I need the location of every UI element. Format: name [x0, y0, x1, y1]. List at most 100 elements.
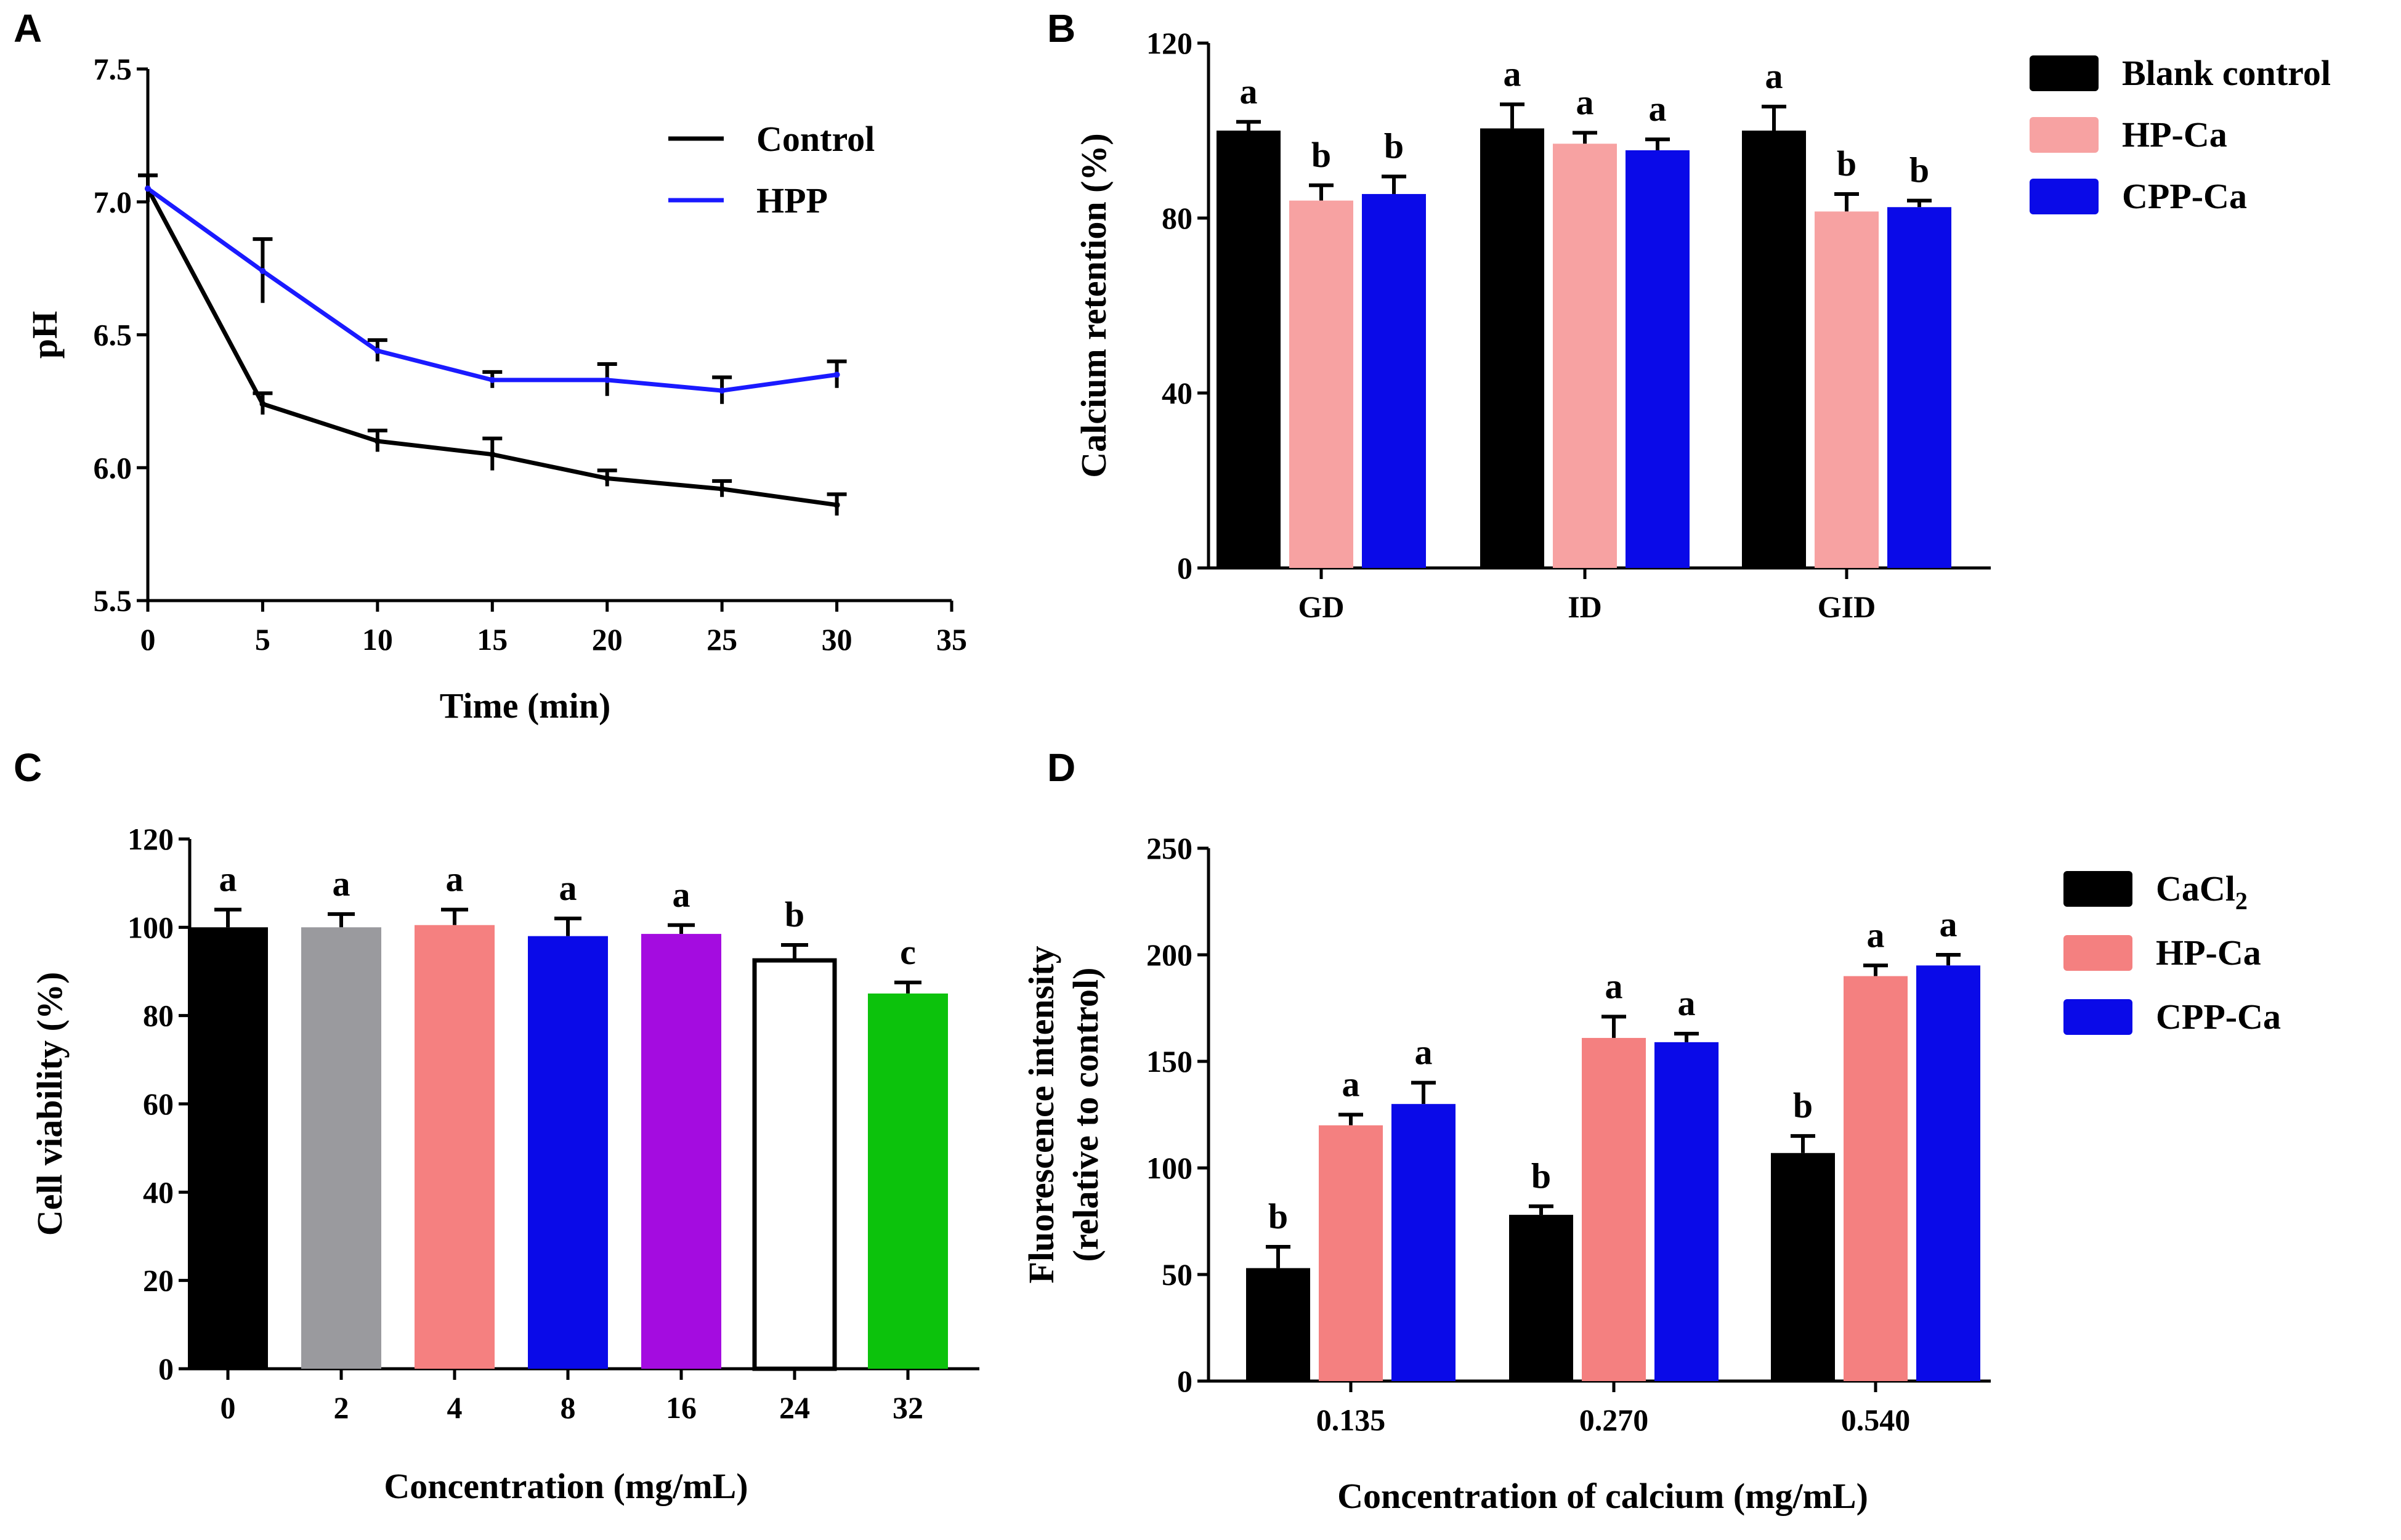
- panel-a-hpp-data-point: [833, 371, 840, 378]
- panel-c-y-tick-label: 20: [143, 1263, 174, 1298]
- panel-b-hp-ca-significance-letter: b: [1837, 144, 1856, 184]
- panel-c-significance-letter: a: [673, 875, 690, 915]
- panel-d-y-tick-label: 0: [1177, 1364, 1192, 1398]
- panel-d-cacl-significance-letter: b: [1268, 1196, 1288, 1236]
- panel-letter-d: D: [1047, 745, 1075, 790]
- panel-d-cpp-ca-bar: [1654, 1042, 1719, 1381]
- panel-d-cacl-legend-subscript: 2: [2235, 887, 2248, 915]
- panel-a-control-legend-label: Control: [756, 119, 875, 159]
- panel-a-y-tick-label: 5.5: [94, 583, 132, 618]
- panel-a-y-tick-label: 7.0: [94, 185, 132, 219]
- panel-d-hp-ca-significance-letter: a: [1342, 1064, 1360, 1104]
- panel-d-hp-ca-significance-letter: a: [1605, 966, 1623, 1006]
- panel-b-x-tick-label: GD: [1298, 590, 1345, 624]
- panel-c-x-tick-label: 8: [561, 1390, 576, 1425]
- panel-c-bar-16: [641, 934, 721, 1369]
- panel-b-y-tick-label: 40: [1162, 376, 1192, 410]
- panel-c-y-tick-label: 100: [128, 910, 174, 944]
- panel-a-y-tick-label: 7.5: [94, 52, 132, 86]
- panel-b-blank-control-significance-letter: a: [1504, 54, 1521, 94]
- panel-a-x-tick-label: 30: [822, 622, 852, 657]
- panel-d-hp-ca-significance-letter: a: [1867, 915, 1885, 955]
- panel-d-cacl-bar: [1771, 1153, 1835, 1381]
- panel-a-control-data-point: [489, 451, 496, 458]
- panel-a-y-tick-label: 6.0: [94, 450, 132, 485]
- panel-b-cpp-ca-significance-letter: b: [1384, 126, 1404, 166]
- panel-a-control-data-point: [604, 475, 610, 482]
- panel-c-x-axis-title: Concentration (mg/mL): [384, 1466, 748, 1506]
- panel-b-hp-ca-bar: [1815, 211, 1879, 569]
- panel-letter-c: C: [14, 745, 42, 790]
- panel-a-x-tick-label: 35: [936, 622, 967, 657]
- panel-d-cpp-ca-bar: [1916, 965, 1980, 1381]
- panel-b-cpp-ca-bar: [1626, 150, 1690, 568]
- panel-a-x-tick-label: 10: [362, 622, 393, 657]
- panel-b-hp-ca-significance-letter: a: [1576, 83, 1594, 123]
- panel-b-cpp-ca-legend-label: CPP-Ca: [2122, 176, 2247, 216]
- panel-a-hpp-data-point: [259, 267, 266, 274]
- panel-b-cpp-ca-bar: [1887, 207, 1951, 568]
- panel-a-hpp-legend-label: HPP: [756, 180, 828, 221]
- panel-c-bar-2: [301, 927, 381, 1369]
- panel-d-cpp-ca-significance-letter: a: [1415, 1032, 1433, 1072]
- panel-a-control-data-point: [833, 501, 840, 508]
- panel-c-y-tick-label: 60: [143, 1087, 174, 1121]
- panel-c-significance-letter: a: [446, 859, 464, 899]
- panel-c-significance-letter: b: [785, 894, 804, 934]
- panel-b-y-axis-title: Calcium retention (%): [1074, 133, 1114, 478]
- panel-d-cpp-ca-significance-letter: a: [1678, 983, 1696, 1023]
- panel-d-y-tick-label: 150: [1146, 1044, 1192, 1079]
- panel-a-x-tick-label: 15: [477, 622, 508, 657]
- panel-b-blank-control-bar: [1480, 128, 1544, 568]
- panel-d-cacl-legend-swatch: [2063, 871, 2132, 907]
- panel-b-cpp-ca-bar: [1362, 193, 1426, 568]
- panel-letter-b: B: [1047, 6, 1075, 51]
- panel-c-y-tick-label: 80: [143, 999, 174, 1033]
- panel-a-hpp-data-point: [489, 376, 496, 383]
- panel-b-blank-control-legend-label: Blank control: [2122, 53, 2331, 93]
- panel-c-x-tick-label: 0: [221, 1390, 236, 1425]
- panel-a-control-data-point: [259, 400, 266, 407]
- panel-c-x-tick-label: 32: [893, 1390, 923, 1425]
- panel-d-x-tick-label: 0.270: [1579, 1403, 1649, 1437]
- panel-c-significance-letter: a: [219, 859, 237, 899]
- panel-c-bar-24: [752, 958, 837, 1371]
- panel-c-bar-32: [868, 993, 948, 1369]
- panel-c-bar-4: [415, 925, 495, 1369]
- panel-a-x-tick-label: 25: [707, 622, 737, 657]
- panel-d-y-tick-label: 200: [1146, 938, 1192, 972]
- panel-c-bar-chart: 0 20 40 60 80 100 120 0 a 2 a 4 a 8 a 16 a 24 b 32 c Concentr…: [30, 822, 979, 1506]
- panel-a-hpp-data-point: [604, 376, 610, 383]
- panel-b-x-tick-label: GID: [1818, 590, 1876, 624]
- panel-b-blank-control-bar: [1217, 131, 1281, 568]
- panel-a-x-tick-label: 5: [255, 622, 270, 657]
- panel-b-y-tick-label: 0: [1177, 551, 1192, 585]
- panel-letter-a: A: [14, 6, 42, 51]
- panel-d-hp-ca-bar: [1319, 1125, 1383, 1381]
- panel-c-x-tick-label: 24: [779, 1390, 810, 1425]
- panel-d-hp-ca-bar: [1844, 976, 1908, 1381]
- panel-a-x-axis-title: Time (min): [440, 686, 611, 726]
- panel-c-x-tick-label: 16: [666, 1390, 697, 1425]
- panel-b-hp-ca-bar: [1553, 144, 1617, 569]
- panel-d-hp-ca-legend-label: HP-Ca: [2156, 933, 2261, 973]
- panel-b-blank-control-bar: [1742, 131, 1806, 568]
- panel-d-bar-chart: 0 50 100 150 200 250 0.135 b a a 0.270 b a a 0.540 b a a C…: [1021, 831, 2281, 1516]
- panel-b-hp-ca-significance-letter: b: [1311, 135, 1331, 175]
- panel-d-cacl-legend-label: CaCl2: [2156, 869, 2248, 915]
- panel-d-hp-ca-legend-swatch: [2063, 935, 2132, 971]
- panel-a-hpp-data-point: [145, 185, 151, 192]
- panel-c-bar-8: [528, 936, 608, 1369]
- panel-b-bar-chart: 0 40 80 120 GD a b b ID a a a GID a b b Blank control HP-…: [1074, 26, 2331, 624]
- panel-c-significance-letter: c: [900, 932, 916, 972]
- panel-a-x-tick-label: 0: [140, 622, 156, 657]
- panel-d-cpp-ca-significance-letter: a: [1940, 904, 1958, 944]
- panel-b-hp-ca-legend-label: HP-Ca: [2122, 115, 2227, 155]
- panel-a-hpp-series-line: [146, 187, 838, 393]
- panel-d-cpp-ca-legend-label: CPP-Ca: [2156, 997, 2281, 1037]
- panel-a-x-tick-label: 20: [592, 622, 623, 657]
- panel-d-cpp-ca-legend-swatch: [2063, 999, 2132, 1035]
- panel-d-y-tick-label: 50: [1162, 1257, 1192, 1292]
- panel-a-control-data-point: [374, 438, 381, 445]
